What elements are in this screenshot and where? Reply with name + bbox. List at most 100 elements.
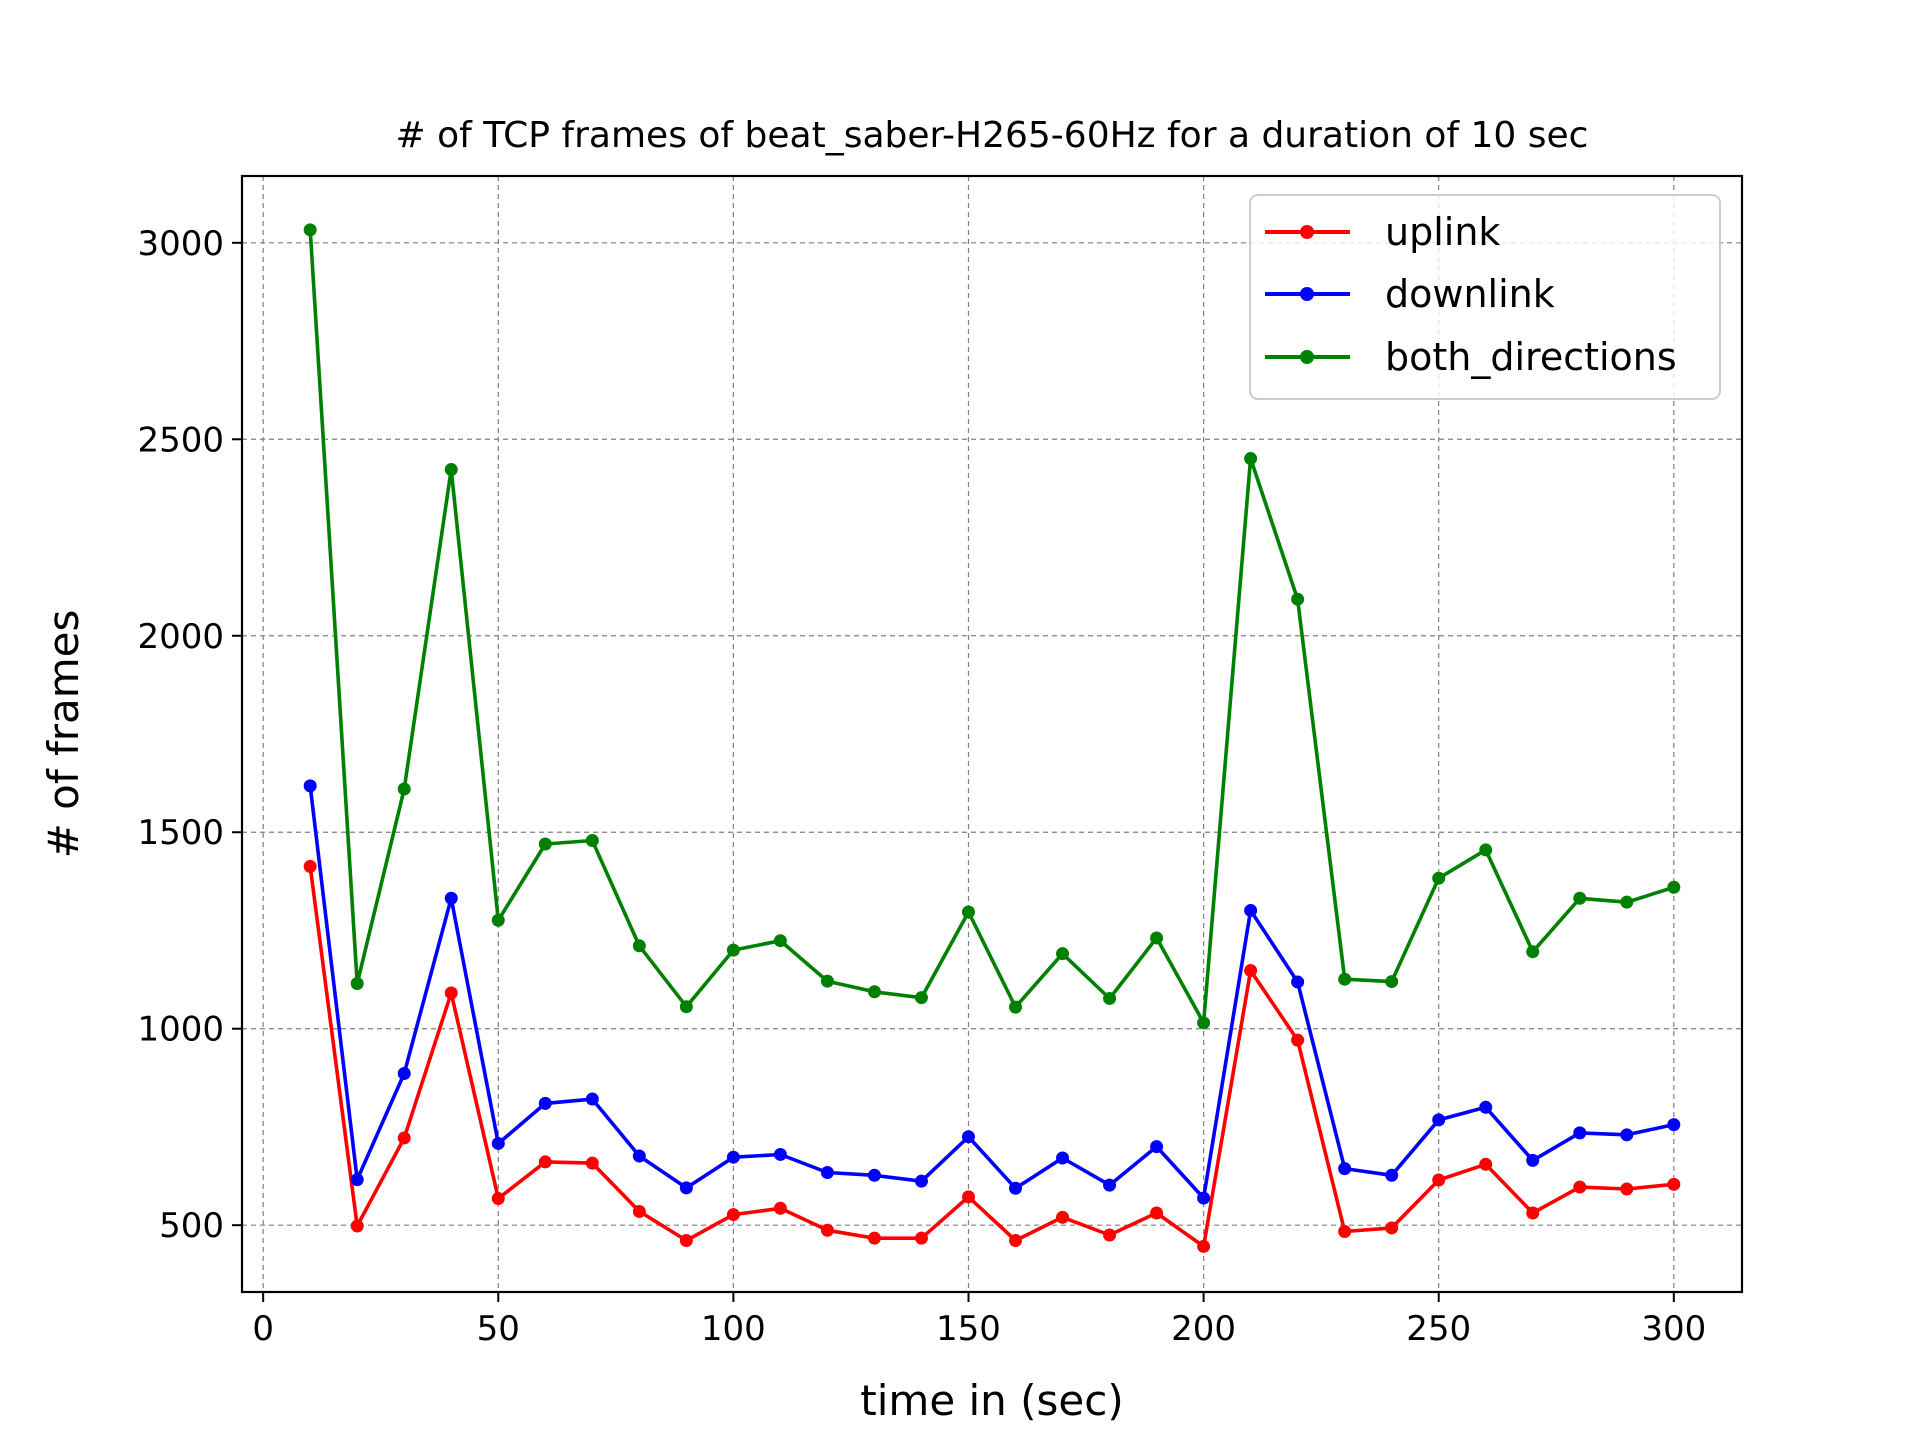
data-point-downlink <box>350 1173 364 1187</box>
data-point-both-directions <box>1056 947 1070 961</box>
data-point-uplink <box>1573 1180 1587 1194</box>
data-point-both-directions <box>1526 945 1540 959</box>
grid <box>242 176 1742 1292</box>
data-point-uplink <box>1244 964 1258 978</box>
data-point-downlink <box>726 1150 740 1164</box>
data-point-uplink <box>585 1156 599 1170</box>
data-point-downlink <box>1244 903 1258 917</box>
legend-label-both-directions: both_directions <box>1385 335 1677 379</box>
data-point-uplink <box>303 859 317 873</box>
chart-title: # of TCP frames of beat_saber-H265-60Hz … <box>396 115 1589 156</box>
data-point-downlink <box>961 1130 975 1144</box>
legend-marker-downlink <box>1300 287 1314 301</box>
plot-frame <box>240 174 1744 1294</box>
series-line-uplink <box>308 866 1674 1249</box>
data-point-downlink <box>867 1168 881 1182</box>
data-point-both-directions <box>820 974 834 988</box>
data-point-uplink <box>397 1131 411 1145</box>
data-point-uplink <box>1197 1239 1211 1253</box>
data-point-both-directions <box>773 934 787 948</box>
data-point-uplink <box>1009 1234 1023 1248</box>
data-point-uplink <box>1432 1173 1446 1187</box>
legend-marker-both-directions <box>1300 350 1314 364</box>
data-point-both-directions <box>1620 895 1634 909</box>
series-lines <box>303 223 1681 1253</box>
data-point-downlink <box>1526 1153 1540 1167</box>
data-point-both-directions <box>1338 972 1352 986</box>
data-point-downlink <box>773 1147 787 1161</box>
data-point-downlink <box>1291 975 1305 989</box>
data-point-uplink <box>1526 1206 1540 1220</box>
data-point-uplink <box>1620 1182 1634 1196</box>
data-point-downlink <box>397 1067 411 1081</box>
legend-label-uplink: uplink <box>1385 210 1500 254</box>
data-point-downlink <box>1385 1168 1399 1182</box>
data-point-both-directions <box>1244 452 1258 466</box>
data-point-downlink <box>1338 1162 1352 1176</box>
data-point-both-directions <box>1385 975 1399 989</box>
data-point-both-directions <box>914 991 928 1005</box>
data-point-both-directions <box>1197 1016 1211 1030</box>
data-point-uplink <box>538 1155 552 1169</box>
data-point-downlink <box>1103 1178 1117 1192</box>
data-point-both-directions <box>867 985 881 999</box>
data-point-downlink <box>491 1136 505 1150</box>
data-point-uplink <box>773 1201 787 1215</box>
data-point-uplink <box>444 986 458 1000</box>
data-point-downlink <box>1479 1100 1493 1114</box>
data-point-both-directions <box>444 463 458 477</box>
data-point-uplink <box>632 1204 646 1218</box>
data-point-downlink <box>1150 1140 1164 1154</box>
legend-marker-uplink <box>1300 225 1314 239</box>
data-point-downlink <box>1573 1126 1587 1140</box>
data-point-both-directions <box>491 913 505 927</box>
series-downlink <box>303 779 1681 1205</box>
data-point-downlink <box>1197 1191 1211 1205</box>
data-point-downlink <box>1056 1151 1070 1165</box>
data-point-downlink <box>303 779 317 793</box>
x-tick-label: 50 <box>477 1309 520 1349</box>
data-point-downlink <box>1620 1128 1634 1142</box>
series-line-both-directions <box>308 229 1675 1025</box>
data-point-both-directions <box>1573 891 1587 905</box>
data-point-uplink <box>1479 1157 1493 1171</box>
legend-label-downlink: downlink <box>1385 272 1555 316</box>
data-point-both-directions <box>1667 880 1681 894</box>
axis-ticks: 0 50 100 150 200 250 300 500 1000 1500 2000 2500 300… <box>137 224 1706 1349</box>
y-tick-label: 1500 <box>137 813 224 853</box>
legend-box <box>1249 194 1721 400</box>
data-point-both-directions <box>1479 843 1493 857</box>
data-point-both-directions <box>1103 991 1117 1005</box>
data-point-both-directions <box>303 223 317 237</box>
data-point-uplink <box>1150 1206 1164 1220</box>
data-point-uplink <box>726 1208 740 1222</box>
y-tick-label: 500 <box>159 1206 224 1246</box>
x-tick-label: 200 <box>1171 1309 1236 1349</box>
data-point-uplink <box>961 1190 975 1204</box>
data-point-both-directions <box>1291 592 1305 606</box>
data-point-downlink <box>679 1181 693 1195</box>
x-tick-label: 300 <box>1641 1309 1706 1349</box>
data-point-uplink <box>1338 1224 1352 1238</box>
legend: uplink downlink both_directions <box>1249 194 1721 400</box>
data-point-downlink <box>914 1174 928 1188</box>
series-uplink <box>303 859 1681 1253</box>
data-point-downlink <box>444 891 458 905</box>
data-point-both-directions <box>1150 931 1164 945</box>
data-point-downlink <box>538 1096 552 1110</box>
data-point-uplink <box>820 1223 834 1237</box>
data-point-downlink <box>1667 1118 1681 1132</box>
data-point-uplink <box>491 1191 505 1205</box>
data-point-downlink <box>585 1092 599 1106</box>
data-point-uplink <box>679 1234 693 1248</box>
x-tick-label: 150 <box>936 1309 1001 1349</box>
data-point-both-directions <box>585 833 599 847</box>
data-point-both-directions <box>632 939 646 953</box>
data-point-uplink <box>867 1231 881 1245</box>
data-point-both-directions <box>961 905 975 919</box>
data-point-downlink <box>820 1166 834 1180</box>
y-axis-title: # of frames <box>39 610 88 859</box>
x-tick-label: 0 <box>252 1309 274 1349</box>
data-point-uplink <box>1291 1033 1305 1047</box>
